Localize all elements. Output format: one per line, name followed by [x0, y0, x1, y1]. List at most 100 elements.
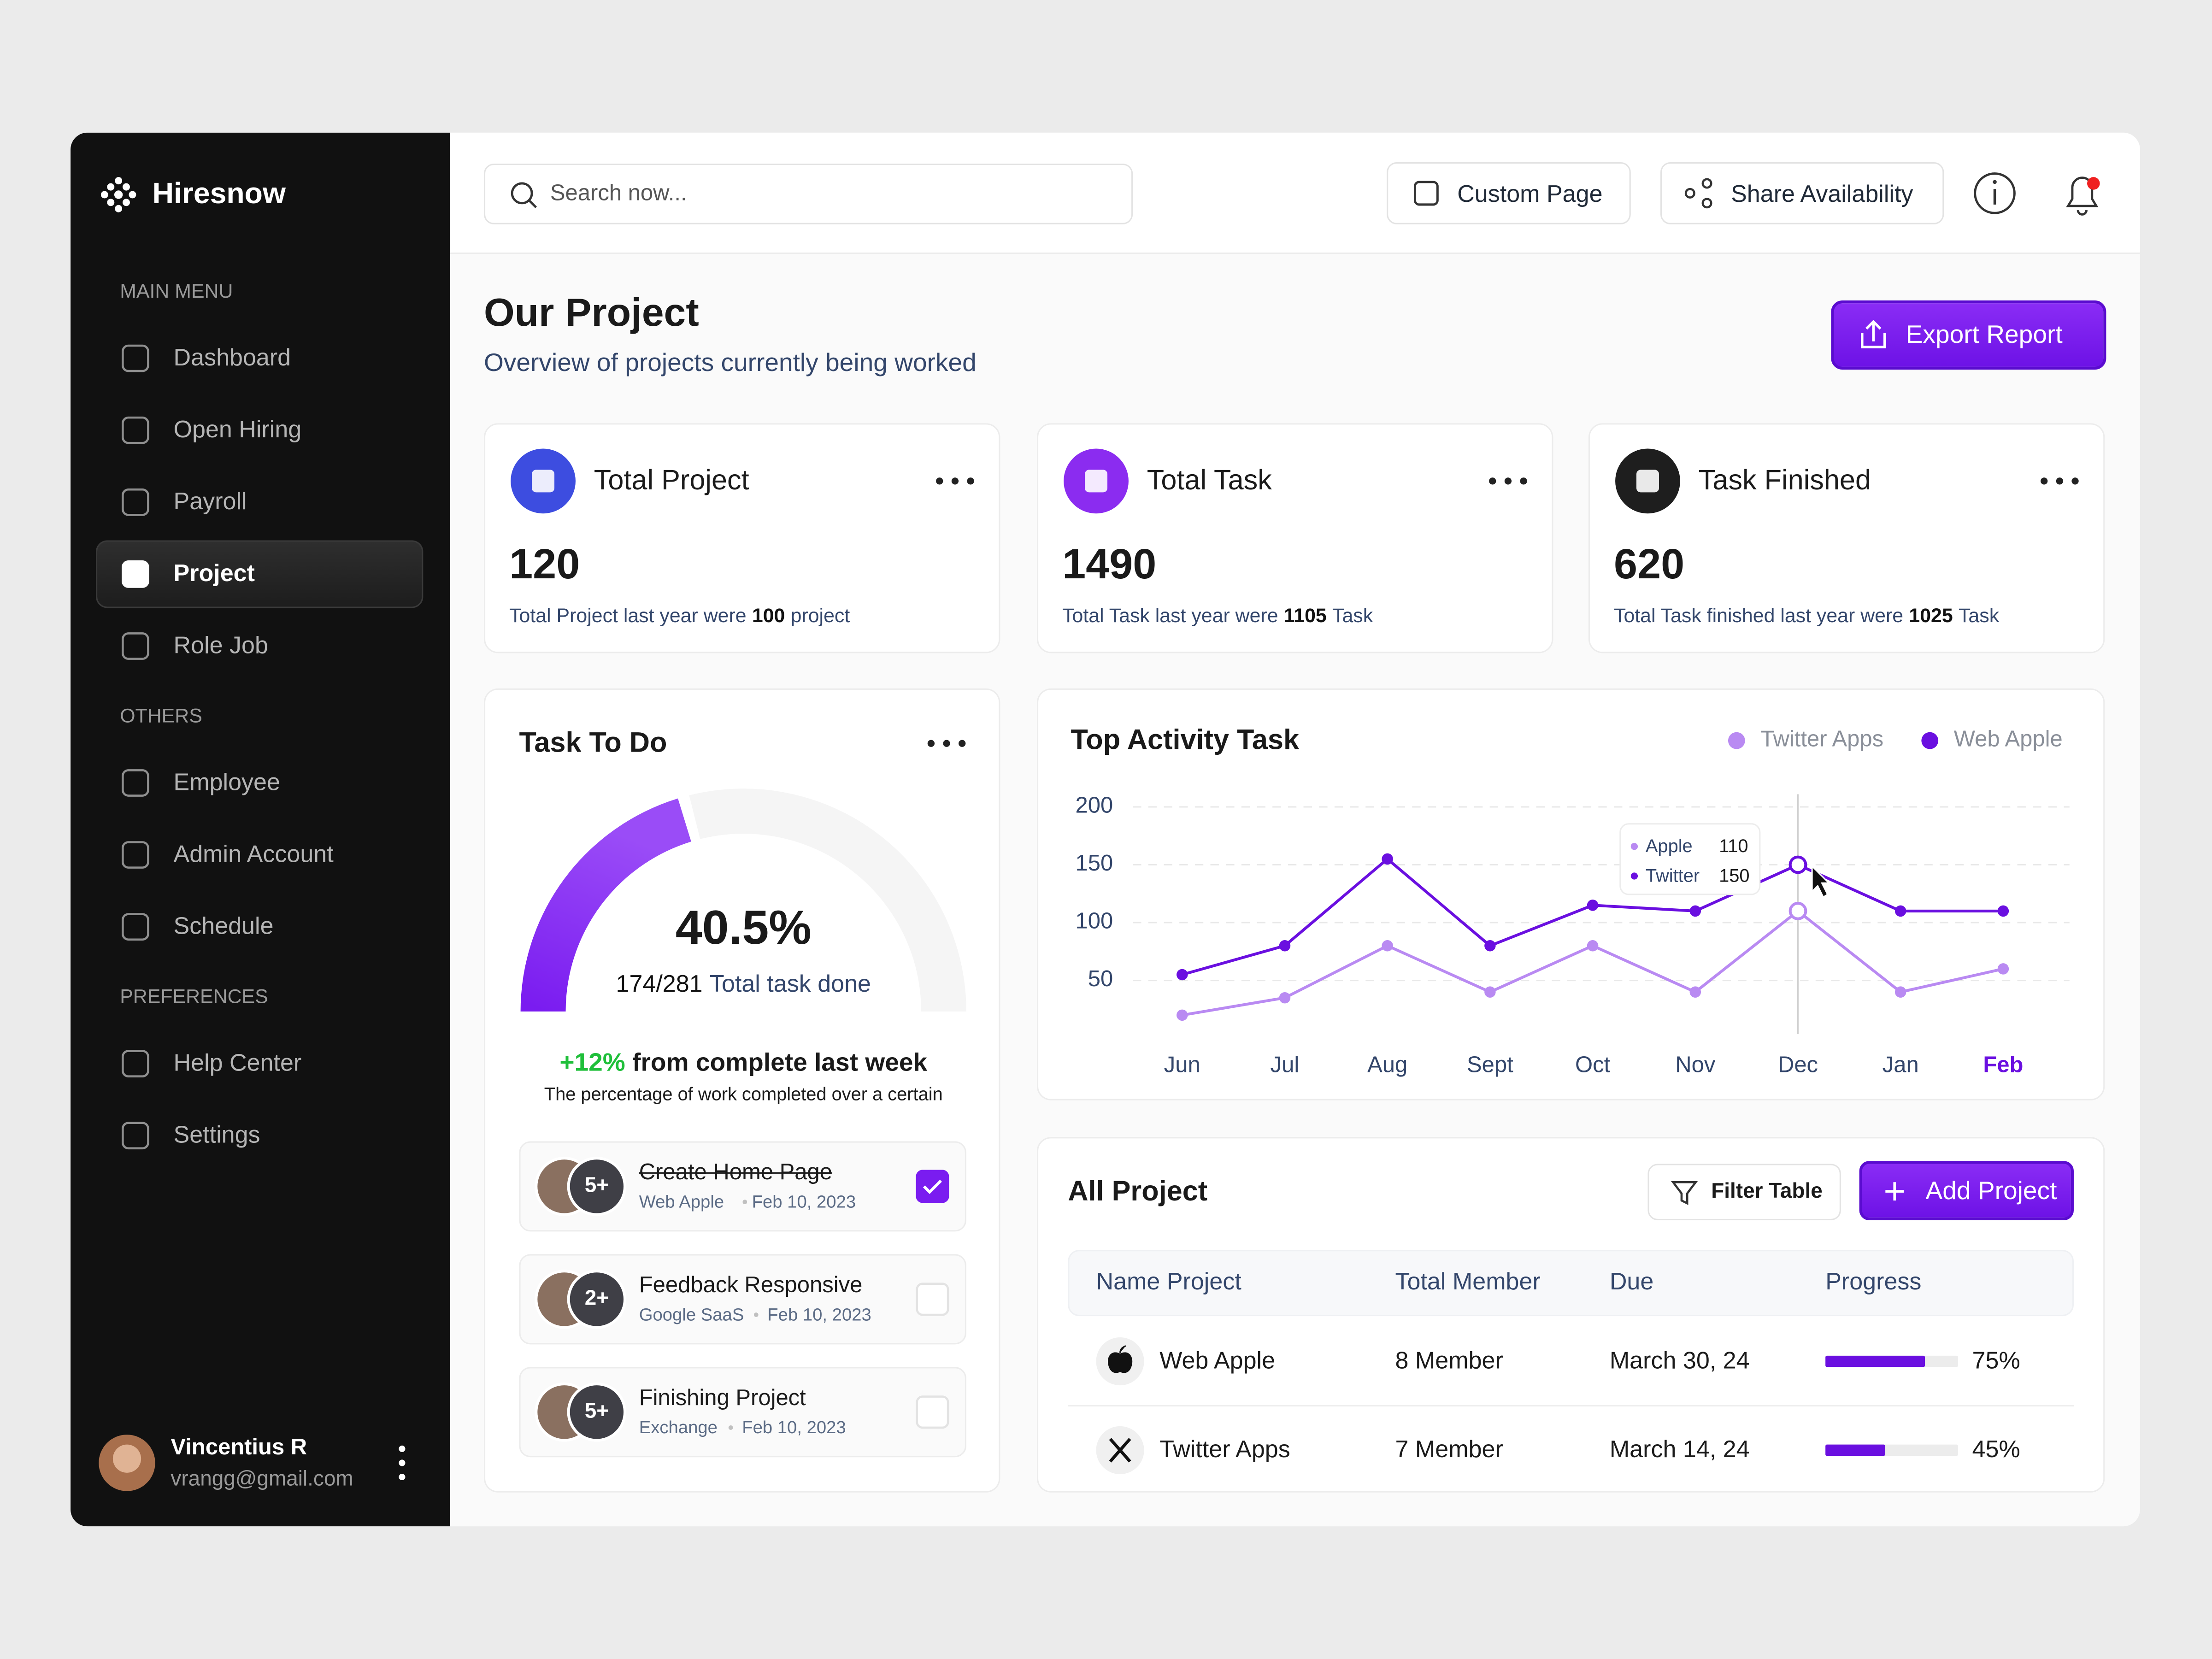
avatar-badge: 5+ [584, 1399, 609, 1424]
progress-bar [1825, 1355, 1925, 1367]
search-icon-handle [528, 199, 537, 208]
table-header [1068, 1250, 2074, 1317]
progress-label: 45% [1972, 1435, 2020, 1463]
x-tick-label: Aug [1367, 1054, 1408, 1078]
legend-dot [1728, 732, 1745, 749]
menu-section-label: MAIN MENU [120, 278, 233, 301]
task-title: Feedback Responsive [639, 1274, 863, 1299]
separator-dot [742, 1200, 747, 1205]
checkbox[interactable] [916, 1282, 949, 1316]
logo-dot [123, 199, 130, 206]
menu-dot [943, 740, 950, 747]
tooltip-name: Twitter [1645, 865, 1700, 887]
user-email: vrangg@gmail.com [171, 1467, 353, 1491]
logo-dot [115, 177, 123, 185]
menu-dot [2041, 477, 2048, 485]
stat-note-text: Total Task last year were [1062, 604, 1278, 627]
stat-icon-glyph [532, 470, 555, 493]
menu-item[interactable]: Help Center [173, 1049, 302, 1077]
logo-dot [114, 190, 123, 199]
stat-title: Total Task [1147, 465, 1272, 497]
menu-item[interactable]: Project [173, 559, 255, 587]
x-tick-label: Sept [1467, 1054, 1513, 1078]
menu-item[interactable]: Payroll [173, 488, 247, 515]
x-tick-label: Feb [1983, 1054, 2024, 1078]
point [1997, 905, 2009, 917]
logo-dot [100, 191, 108, 199]
export-button[interactable] [1831, 300, 2106, 370]
search-box[interactable] [483, 164, 1133, 224]
filter-button[interactable] [1647, 1164, 1841, 1220]
button-label: Add Project [1925, 1177, 2057, 1205]
stat-note-value: 1025 [1909, 604, 1953, 627]
tooltip [1619, 823, 1761, 895]
cursor [1811, 864, 1831, 899]
search-placeholder: Search now... [550, 182, 687, 207]
x-tick-label: Jun [1164, 1054, 1200, 1078]
menu-item[interactable]: Settings [173, 1121, 260, 1148]
menu-item[interactable]: Open Hiring [173, 416, 302, 443]
menu-item[interactable]: Admin Account [173, 840, 334, 868]
user-avatar-face [112, 1444, 141, 1473]
task-title: Create Home Page [639, 1161, 833, 1186]
menu-icon [122, 560, 149, 588]
checkbox[interactable] [916, 1170, 949, 1203]
point [1587, 900, 1599, 911]
checkbox[interactable] [916, 1395, 949, 1429]
point [1177, 969, 1188, 981]
project-members: 8 Member [1395, 1347, 1503, 1374]
menu-section-label: PREFERENCES [120, 984, 268, 1007]
change-line: +12% from complete last week [559, 1047, 927, 1077]
menu-item[interactable]: Dashboard [173, 344, 291, 371]
menu-dot [936, 477, 943, 485]
task-project: Google SaaS [639, 1304, 744, 1324]
task-date: Feb 10, 2023 [742, 1417, 846, 1437]
custom-page-button[interactable] [1387, 162, 1631, 224]
stat-note-text: Task [1332, 604, 1373, 627]
chart-title: Top Activity Task [1071, 725, 1300, 756]
gauge-track [689, 788, 966, 1012]
menu-icon [122, 416, 149, 444]
logo-dot [129, 191, 136, 199]
point [1587, 940, 1599, 952]
separator-dot [753, 1312, 759, 1317]
menu-section-label: OTHERS [120, 703, 202, 726]
project-name: Web Apple [1159, 1347, 1276, 1374]
menu-item[interactable]: Schedule [173, 912, 274, 940]
kebab-dot [399, 1459, 406, 1466]
button-label: Filter Table [1711, 1179, 1823, 1204]
stat-note: Total Task finished last year were 1025 Ta… [1614, 604, 1999, 628]
point [1279, 940, 1291, 952]
gauge-label: 40.5% [675, 900, 812, 955]
tooltip-dot [1630, 872, 1638, 880]
stat-card [1036, 423, 1553, 653]
plus-icon [1885, 1182, 1904, 1201]
column-header: Due [1609, 1268, 1654, 1295]
done-count: 174/281 [616, 971, 703, 998]
menu-icon [122, 769, 149, 797]
y-tick-label: 150 [1075, 853, 1113, 877]
filter-icon [1671, 1181, 1698, 1205]
point [1279, 992, 1291, 1004]
active-menu[interactable] [96, 540, 424, 608]
info-icon [1974, 172, 2016, 214]
share-button[interactable] [1660, 162, 1944, 224]
menu-icon [122, 913, 149, 941]
stat-card [1588, 423, 2105, 653]
page-title: Our Project [483, 291, 699, 335]
menu-icon [122, 344, 149, 372]
legend-label: Twitter Apps [1760, 728, 1884, 753]
column-header: Total Member [1395, 1268, 1541, 1295]
menu-dot [1489, 477, 1496, 485]
menu-item[interactable]: Employee [173, 768, 280, 795]
x-tick-label: Jan [1882, 1054, 1919, 1078]
stat-value: 1490 [1062, 541, 1157, 588]
menu-item[interactable]: Role Job [173, 631, 268, 659]
logo-dot [115, 205, 123, 212]
project-members: 7 Member [1395, 1435, 1503, 1463]
info-icon-dot [1993, 180, 1997, 184]
tooltip-name: Apple [1645, 835, 1693, 857]
stat-note-text: Total Task finished last year were [1614, 604, 1904, 627]
avatar-badge: 2+ [584, 1286, 609, 1311]
menu-icon [122, 632, 149, 660]
